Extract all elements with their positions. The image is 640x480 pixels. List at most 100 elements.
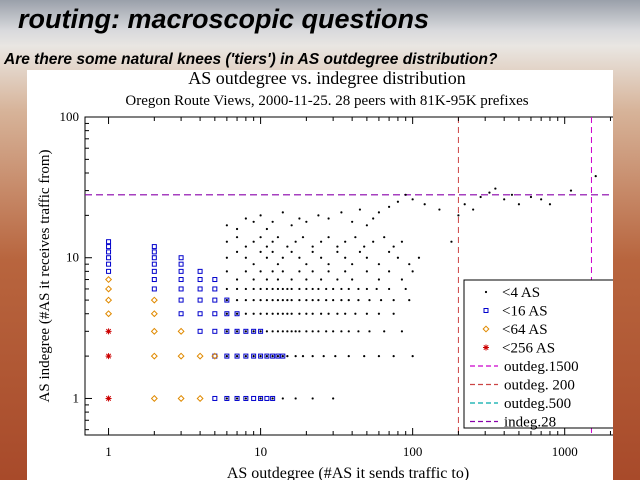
data-point [354,312,357,315]
data-point [251,328,257,334]
data-point [517,203,521,206]
data-point [340,211,343,214]
data-point [151,277,157,283]
data-point [244,287,247,291]
data-point [336,250,339,254]
data-point [281,354,284,358]
data-point [320,278,323,281]
data-point [365,312,368,315]
data-point [320,312,323,315]
data-point [377,263,381,266]
data-point [320,240,323,243]
data-point [178,297,184,303]
data-point [594,175,597,178]
x-tick-label: 1 [105,444,112,459]
data-point [311,298,314,302]
data-point [298,298,301,302]
data-point [281,211,284,214]
data-point [357,298,360,302]
data-point [212,311,218,317]
data-point [290,312,293,315]
data-point [271,298,274,302]
data-point [365,224,368,227]
data-point [357,330,360,333]
plot-frame [84,116,613,436]
chart-title: AS outdegree vs. indegree distribution [188,70,465,88]
data-point [270,395,276,401]
data-point [472,208,475,211]
data-point [336,245,339,248]
data-point [383,330,386,333]
data-point [224,353,230,359]
data-point [225,298,228,302]
data-point [259,214,262,217]
data-point [317,214,320,217]
data-point [259,270,262,273]
data-point [265,227,268,231]
x-tick-label: 100 [403,444,423,459]
data-point [529,195,533,199]
data-point [372,217,375,220]
data-point [259,236,262,239]
data-point [423,203,426,206]
data-point [392,245,395,248]
data-point [344,256,347,259]
data-point [276,263,280,266]
data-point [294,330,297,333]
data-point [106,249,112,255]
data-point [265,354,268,358]
data-point [276,287,280,291]
data-point [235,278,239,281]
data-point [298,217,301,220]
data-point [368,298,371,302]
legend-marker [484,290,488,294]
data-point [196,394,204,402]
data-point [347,330,350,333]
data-point [235,397,239,400]
data-point [383,236,386,239]
data-point [235,227,239,231]
data-point [548,203,552,206]
data-point [178,286,184,292]
data-point [196,352,204,360]
data-point [151,286,157,292]
data-point [212,297,218,303]
x-axis-label: AS outdegree (#AS it sends traffic to) [227,465,469,480]
data-point [252,287,255,291]
data-point [336,278,339,281]
legend-label: <256 AS [502,341,555,357]
data-point [281,312,284,315]
data-point [225,330,228,333]
data-point [387,205,391,208]
data-point [375,287,378,291]
data-point [488,191,491,194]
data-point [290,298,293,302]
data-point [387,270,391,273]
legend-label: outdeg. 200 [504,378,575,394]
data-point [298,312,301,315]
data-point [105,296,113,304]
data-point [225,354,228,358]
data-point [392,298,395,302]
plot-panel: AS outdegree vs. indegree distribution O… [27,70,613,480]
data-point [150,310,158,318]
data-point [301,236,305,239]
data-point [244,354,247,358]
data-point [225,224,228,227]
data-point [259,287,262,291]
data-point [225,397,228,400]
data-point [276,236,280,239]
data-point [327,217,330,220]
data-point [150,327,158,335]
data-point [265,278,268,281]
data-point [569,189,573,192]
data-point [105,310,113,318]
data-point [244,298,247,302]
data-point [327,236,330,239]
data-point [106,239,112,245]
data-point [244,270,247,273]
data-point [258,395,264,401]
data-point [271,354,274,358]
legend-label: outdeg.500 [504,396,571,412]
data-point [225,256,228,259]
